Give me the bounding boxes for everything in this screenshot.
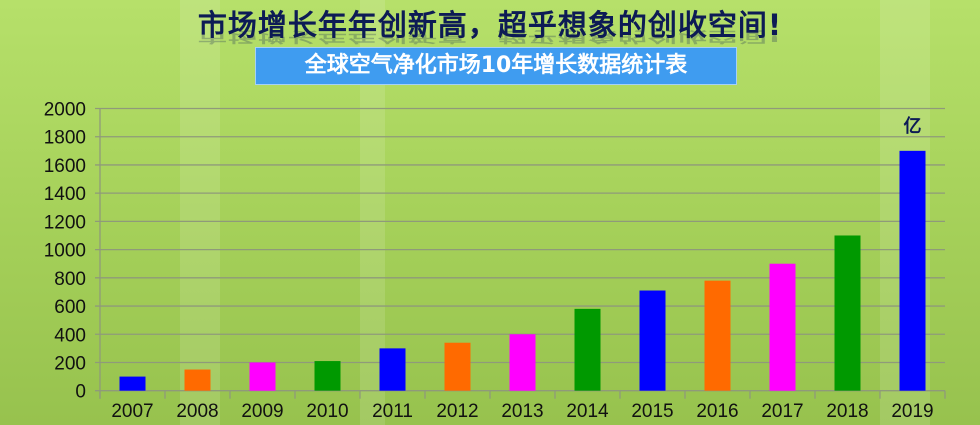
x-tick-label: 2009 <box>241 401 283 422</box>
x-tick-label: 2019 <box>891 401 933 422</box>
bar-2010 <box>314 361 341 391</box>
y-tick-label: 200 <box>54 353 86 374</box>
x-tick-label: 2010 <box>306 401 348 422</box>
x-tick-label: 2013 <box>501 401 543 422</box>
bar-2014 <box>574 308 601 391</box>
bar-2011 <box>379 348 406 391</box>
y-tick-label: 400 <box>54 325 86 346</box>
unit-label: 亿 <box>904 115 922 137</box>
y-tick-label: 1200 <box>44 212 86 233</box>
x-tick-label: 2016 <box>696 401 738 422</box>
bar-2015 <box>639 290 666 391</box>
y-tick-label: 0 <box>75 382 86 403</box>
y-tick-label: 1400 <box>44 184 86 205</box>
y-tick-label: 800 <box>54 269 86 290</box>
x-tick-label: 2011 <box>372 401 413 422</box>
x-tick-label: 2018 <box>826 401 868 422</box>
y-tick-label: 1000 <box>44 241 86 262</box>
x-tick-label: 2012 <box>436 401 478 422</box>
x-tick-label: 2017 <box>761 401 803 422</box>
background-stripe <box>180 0 220 425</box>
bar-2018 <box>834 235 861 391</box>
y-tick-label: 2000 <box>44 100 86 121</box>
x-tick-label: 2007 <box>111 401 153 422</box>
bar-2017 <box>769 263 796 391</box>
bar-2012 <box>444 342 471 391</box>
bar-2009 <box>249 362 276 391</box>
bar-2013 <box>509 334 536 391</box>
y-tick-label: 600 <box>54 297 86 318</box>
x-tick-label: 2014 <box>566 401 609 422</box>
headline: 市场增长年年创新高，超乎想象的创收空间! <box>197 8 783 42</box>
x-tick-label: 2008 <box>176 401 218 422</box>
chart-title: 全球空气净化市场10年增长数据统计表 <box>255 47 737 85</box>
bar-2007 <box>119 376 146 391</box>
x-tick-label: 2015 <box>631 401 673 422</box>
bar-2008 <box>184 369 211 391</box>
y-tick-label: 1800 <box>44 128 86 149</box>
y-tick-label: 1600 <box>44 156 86 177</box>
bar-2019 <box>899 150 926 391</box>
bar-2016 <box>704 280 731 391</box>
